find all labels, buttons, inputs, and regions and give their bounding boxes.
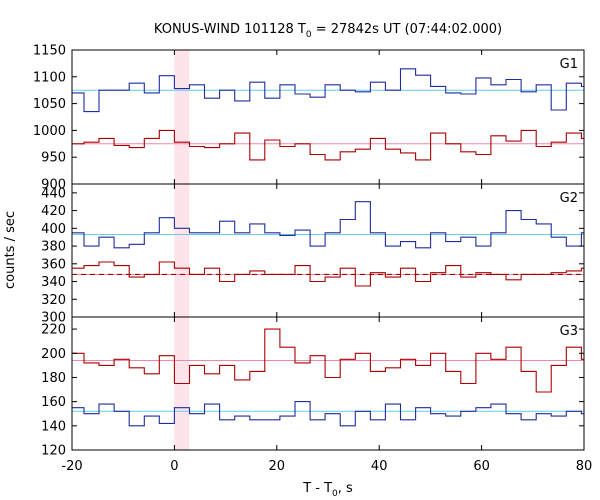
panel-label-g1: G1 xyxy=(560,57,578,72)
trigger-highlight-band xyxy=(174,50,190,450)
y-tick-label-g2: 360 xyxy=(41,257,66,272)
y-tick-label-g2: 420 xyxy=(41,204,66,219)
y-tick-label-g2: 340 xyxy=(41,275,66,290)
panel-label-g3: G3 xyxy=(560,324,578,339)
panel-label-g2: G2 xyxy=(560,191,578,206)
series-g1-blue xyxy=(72,68,584,113)
y-tick-label-g1: 950 xyxy=(41,151,66,166)
y-tick-label-g3: 200 xyxy=(41,347,66,362)
y-tick-label-g1: 900 xyxy=(41,178,66,193)
y-tick-label-g1: 1150 xyxy=(33,44,66,59)
y-tick-label-g3: 160 xyxy=(41,395,66,410)
y-tick-label-g2: 380 xyxy=(41,240,66,255)
series-g3-red xyxy=(72,328,584,393)
series-g1-red xyxy=(72,129,584,161)
panel-g3: 120 140 160 180 200 220 G3 xyxy=(41,316,585,459)
panel-g2: 300 320 340 360 380 400 420 440 G2 xyxy=(41,183,585,326)
y-tick-label-g2: 320 xyxy=(41,293,66,308)
series-g2-red xyxy=(72,261,584,287)
y-tick-label-g1: 1100 xyxy=(33,70,66,85)
y-tick-label-g2: 300 xyxy=(41,311,66,326)
y-tick-label-g3: 180 xyxy=(41,371,66,386)
y-tick-label-g2: 440 xyxy=(41,186,66,201)
y-axis-label: counts / sec xyxy=(3,211,18,289)
panel-frame-g2 xyxy=(71,183,585,318)
y-tick-label-g1: 1050 xyxy=(33,97,66,112)
x-tick-label: 20 xyxy=(269,459,286,474)
chart-title: KONUS-WIND 101128 T0 = 27842s UT (07:44:… xyxy=(154,22,502,40)
x-tick-label: -20 xyxy=(61,459,82,474)
series-g3-blue xyxy=(72,401,584,427)
x-axis-label: T - T0, s xyxy=(302,481,353,499)
x-tick-label: 80 xyxy=(576,459,593,474)
panel-frame-g1 xyxy=(71,49,585,185)
y-tick-label-g3: 120 xyxy=(41,444,66,459)
y-tick-label-g3: 140 xyxy=(41,419,66,434)
y-tick-label-g1: 1000 xyxy=(33,124,66,139)
x-tick-label: 60 xyxy=(473,459,490,474)
series-g2-blue xyxy=(72,201,584,249)
y-tick-label-g3: 220 xyxy=(41,323,66,338)
panel-frame-g3 xyxy=(71,316,585,451)
y-tick-label-g2: 400 xyxy=(41,222,66,237)
x-tick-label: 0 xyxy=(170,459,178,474)
panel-g1: 900 950 1000 1050 1100 1150 G1 xyxy=(33,44,585,193)
x-tick-label: 40 xyxy=(371,459,388,474)
